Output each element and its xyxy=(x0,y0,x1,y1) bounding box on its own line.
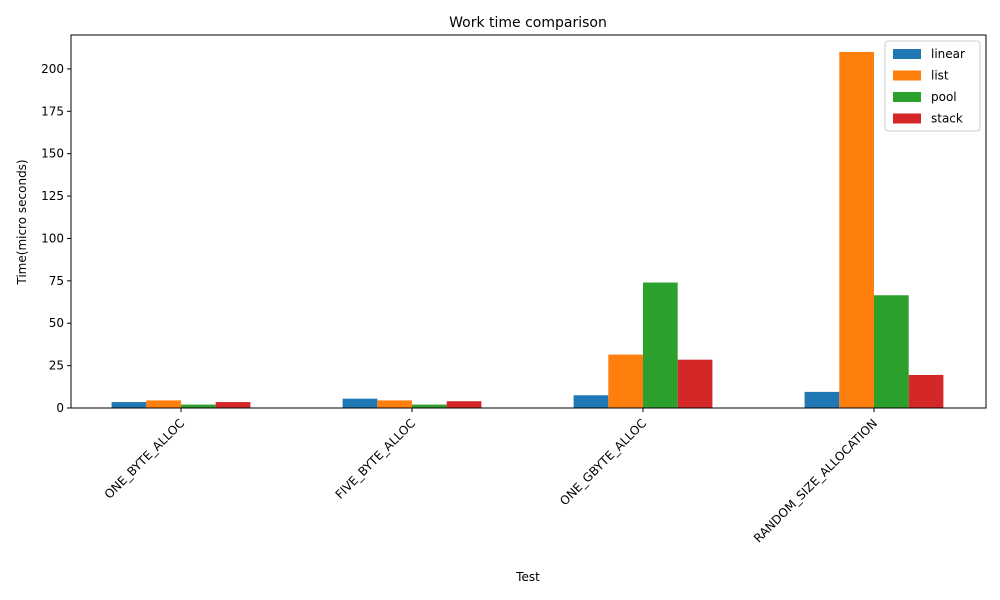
legend-label-linear: linear xyxy=(931,47,965,61)
bar-list-one_gbyte_alloc xyxy=(608,354,643,408)
y-tick-label: 100 xyxy=(41,231,64,245)
y-axis: 0 25 50 75 100 125 150 175 200 xyxy=(41,62,71,415)
bar-linear-one_gbyte_alloc xyxy=(573,395,609,408)
legend-swatch-pool xyxy=(893,92,921,102)
y-tick-label: 0 xyxy=(56,401,64,415)
x-tick-label: RANDOM_SIZE_ALLOCATION xyxy=(751,416,880,545)
y-tick-label: 75 xyxy=(49,274,64,288)
legend-label-stack: stack xyxy=(931,112,963,126)
legend-swatch-linear xyxy=(893,49,921,59)
x-axis-label: Test xyxy=(515,570,540,584)
bar-linear-random_size_allocation xyxy=(804,391,840,408)
bar-stack-random_size_allocation xyxy=(908,374,944,408)
bar-pool-one_byte_alloc xyxy=(181,404,216,408)
bar-linear-one_byte_alloc xyxy=(111,402,147,408)
bar-linear-five_byte_alloc xyxy=(342,398,378,408)
legend-label-pool: pool xyxy=(931,90,957,104)
legend-box xyxy=(884,40,981,132)
bar-list-one_byte_alloc xyxy=(146,400,181,408)
bar-stack-one_byte_alloc xyxy=(215,402,251,408)
x-tick-label: ONE_GBYTE_ALLOC xyxy=(557,416,649,508)
y-tick-label: 25 xyxy=(49,359,64,373)
chart-title: Work time comparison xyxy=(449,15,607,31)
bar-pool-five_byte_alloc xyxy=(412,404,447,408)
x-tick-label: ONE_BYTE_ALLOC xyxy=(102,416,187,501)
legend-label-list: list xyxy=(931,69,949,83)
y-tick-label: 125 xyxy=(41,189,64,203)
x-axis: ONE_BYTE_ALLOC FIVE_BYTE_ALLOC ONE_GBYTE_A… xyxy=(102,408,880,545)
y-tick-label: 50 xyxy=(49,316,64,330)
bars-group xyxy=(111,51,944,408)
legend: linear list pool stack xyxy=(884,40,981,132)
legend-swatch-stack xyxy=(893,113,921,124)
y-tick-label: 200 xyxy=(41,62,64,76)
bar-list-five_byte_alloc xyxy=(377,400,412,408)
y-tick-label: 150 xyxy=(41,147,64,161)
bar-pool-one_gbyte_alloc xyxy=(643,282,678,408)
bar-list-random_size_allocation xyxy=(839,51,874,408)
x-tick-label: FIVE_BYTE_ALLOC xyxy=(333,416,419,502)
legend-swatch-list xyxy=(893,70,921,81)
plot-frame xyxy=(70,34,987,409)
y-tick-label: 175 xyxy=(41,104,64,118)
bar-stack-one_gbyte_alloc xyxy=(677,359,713,408)
bar-pool-random_size_allocation xyxy=(874,295,909,408)
bar-stack-five_byte_alloc xyxy=(446,401,482,408)
y-axis-label: Time(micro seconds) xyxy=(15,159,29,285)
